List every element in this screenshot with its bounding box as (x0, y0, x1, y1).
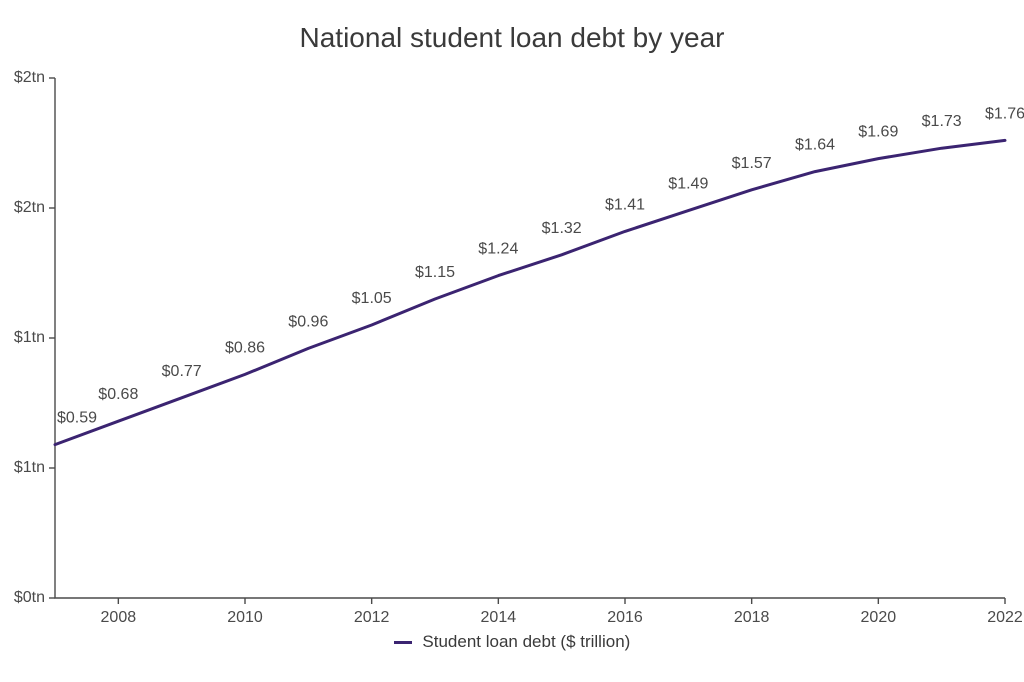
data-label: $0.77 (162, 363, 202, 380)
data-label: $0.59 (57, 410, 97, 427)
y-tick-label: $2tn (14, 69, 45, 86)
x-tick-label: 2022 (987, 609, 1023, 626)
data-label: $1.57 (732, 155, 772, 172)
y-tick-label: $2tn (14, 199, 45, 216)
chart-container: National student loan debt by year $0tn$… (0, 0, 1024, 682)
legend-swatch (394, 641, 412, 644)
data-label: $1.64 (795, 137, 835, 154)
data-label: $1.49 (668, 176, 708, 193)
data-label: $1.32 (542, 220, 582, 237)
data-label: $1.41 (605, 196, 645, 213)
y-tick-label: $1tn (14, 329, 45, 346)
x-tick-label: 2016 (607, 609, 643, 626)
data-label: $1.24 (478, 241, 518, 258)
y-tick-label: $1tn (14, 459, 45, 476)
x-tick-label: 2012 (354, 609, 390, 626)
x-tick-label: 2010 (227, 609, 263, 626)
data-label: $1.76 (985, 105, 1024, 122)
data-label: $1.15 (415, 264, 455, 281)
x-tick-label: 2018 (734, 609, 770, 626)
legend: Student loan debt ($ trillion) (0, 632, 1024, 652)
data-label: $0.96 (288, 313, 328, 330)
axes (55, 78, 1005, 598)
data-label: $1.05 (352, 290, 392, 307)
legend-label: Student loan debt ($ trillion) (422, 632, 630, 651)
x-tick-label: 2020 (861, 609, 897, 626)
data-label: $1.73 (922, 113, 962, 130)
data-label: $0.68 (98, 386, 138, 403)
chart-svg: $0tn $1tn $1tn $2tn $2tn 2008 2010 2012 2014 2016… (0, 0, 1024, 682)
y-tick-label: $0tn (14, 589, 45, 606)
data-label: $1.69 (858, 124, 898, 141)
x-tick-label: 2008 (101, 609, 137, 626)
series-line (55, 140, 1005, 444)
x-tick-label: 2014 (481, 609, 517, 626)
data-label: $0.86 (225, 339, 265, 356)
